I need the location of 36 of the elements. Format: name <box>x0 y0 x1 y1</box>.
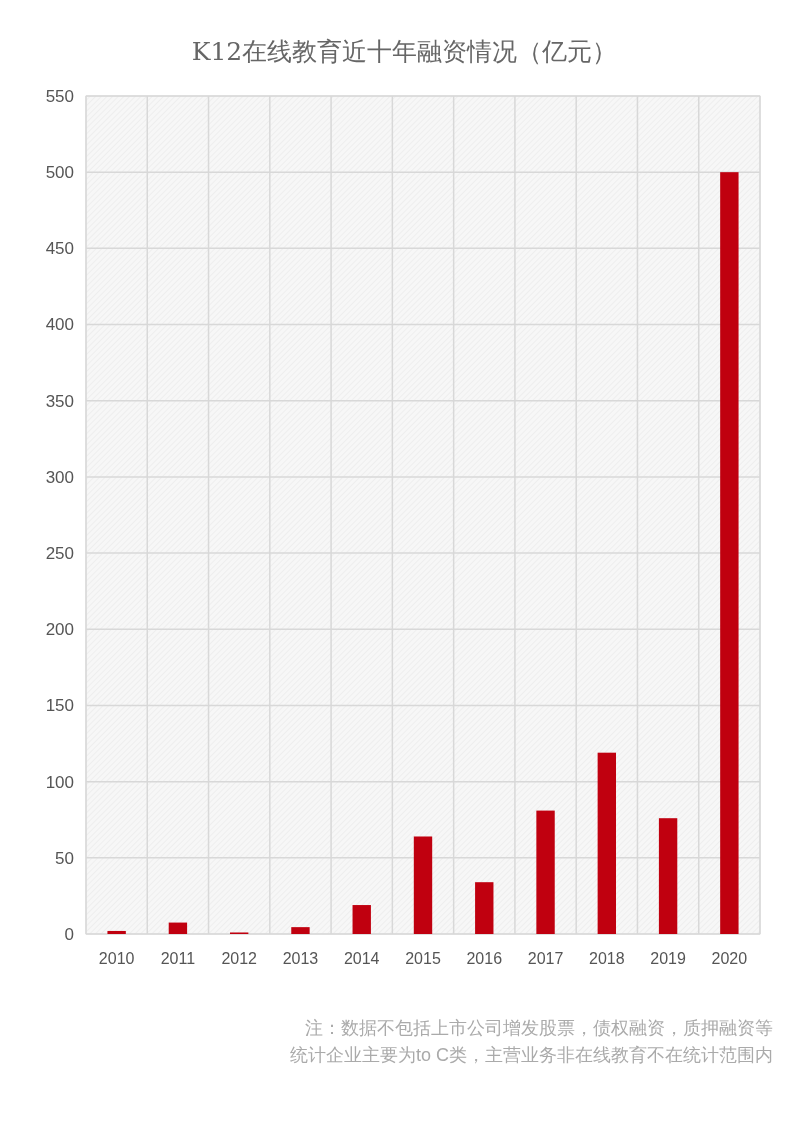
y-tick-label: 500 <box>45 163 74 183</box>
x-tick-label: 2018 <box>589 950 625 967</box>
bar <box>413 836 433 934</box>
bar <box>597 752 617 934</box>
y-tick-label: 550 <box>45 86 74 106</box>
x-tick-label: 2011 <box>160 950 196 967</box>
text: 统计企业主要为to C类，主营业务非在线教育不在统计范围内 <box>289 1045 773 1065</box>
y-tick-label: 400 <box>45 315 74 335</box>
x-tick-label: 2014 <box>343 950 380 967</box>
y-tick-label: 0 <box>64 924 74 944</box>
x-tick-label: 2020 <box>711 950 748 967</box>
bar <box>658 818 678 934</box>
bar <box>536 810 555 934</box>
y-tick-label: 350 <box>45 391 74 411</box>
bar <box>168 922 188 934</box>
x-tick-label: 2016 <box>466 950 503 967</box>
y-tick-label: 200 <box>45 620 74 640</box>
y-tick-label: 450 <box>45 239 74 259</box>
bar <box>720 172 739 934</box>
y-tick-label: 50 <box>55 848 74 868</box>
x-tick-label: 2015 <box>405 950 441 967</box>
x-tick-label: 2010 <box>98 950 135 967</box>
y-tick-label: 300 <box>45 467 74 487</box>
chart-title: K12在线教育近十年融资情况（亿元） <box>191 37 618 66</box>
bar <box>352 905 371 934</box>
y-tick-label: 150 <box>45 696 74 716</box>
x-tick-label: 2019 <box>650 950 686 967</box>
x-tick-label: 2017 <box>527 950 564 967</box>
x-tick-label: 2012 <box>221 950 258 967</box>
bar <box>291 927 310 934</box>
y-tick-label: 250 <box>45 544 74 564</box>
text: 注：数据不包括上市公司增发股票，债权融资，质押融资等 <box>305 1018 773 1038</box>
bar <box>107 930 126 934</box>
y-tick-label: 100 <box>45 772 74 792</box>
x-tick-label: 2013 <box>282 950 319 967</box>
bar <box>475 882 494 934</box>
